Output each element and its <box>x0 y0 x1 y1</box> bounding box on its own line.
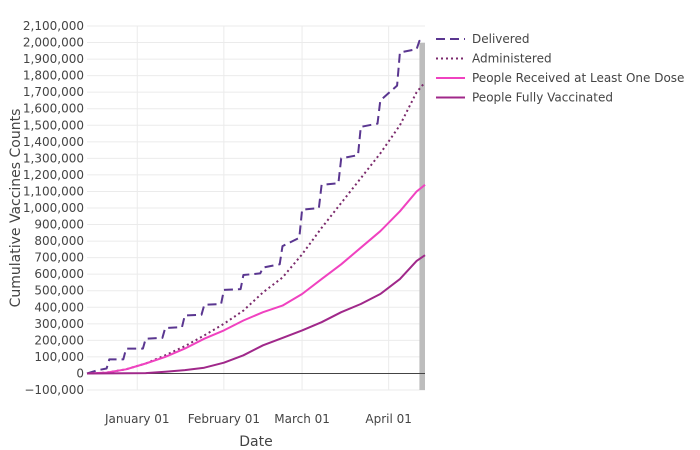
legend-item-label[interactable]: People Received at Least One Dose <box>472 71 684 85</box>
y-tick-label: 300,000 <box>34 317 84 331</box>
series-line-2 <box>86 81 426 375</box>
y-tick-label: 1,700,000 <box>23 85 84 99</box>
y-tick-label: −100,000 <box>24 383 84 397</box>
series-layer <box>86 39 426 375</box>
y-tick-label: 200,000 <box>34 333 84 347</box>
y-tick-label: 1,400,000 <box>23 135 84 149</box>
y-tick-label: 2,000,000 <box>23 36 84 50</box>
legend-item-label[interactable]: Delivered <box>472 32 529 46</box>
y-tick-label: 1,100,000 <box>23 184 84 198</box>
legend-item-label[interactable]: People Fully Vaccinated <box>472 91 613 105</box>
y-tick-label: 1,800,000 <box>23 69 84 83</box>
series-line-3 <box>86 184 426 375</box>
y-tick-label: 400,000 <box>34 300 84 314</box>
y-tick-label: 700,000 <box>34 251 84 265</box>
shaded-region-layer <box>419 43 425 390</box>
y-axis-title: Cumulative Vaccines Counts <box>8 109 24 308</box>
y-tick-label: 1,200,000 <box>23 168 84 182</box>
series-line-4 <box>86 254 426 375</box>
y-tick-label: 500,000 <box>34 284 84 298</box>
y-tick-label: 1,600,000 <box>23 102 84 116</box>
legend[interactable]: Delivered Administered People Received at … <box>436 32 684 105</box>
y-tick-label: 600,000 <box>34 267 84 281</box>
grid <box>87 25 425 391</box>
y-tick-label: 1,000,000 <box>23 201 84 215</box>
axes: −100,000 0 100,000 200,000 300,000 400,000 500… <box>23 19 425 426</box>
x-axis-title: Date <box>239 434 272 450</box>
y-tick-label: 1,500,000 <box>23 118 84 132</box>
shaded-region <box>419 43 425 390</box>
x-tick-label: January 01 <box>104 412 170 426</box>
x-tick-label: March 01 <box>274 412 330 426</box>
y-tick-label: 800,000 <box>34 234 84 248</box>
y-tick-label: 2,100,000 <box>23 19 84 33</box>
series-line-1 <box>86 39 425 375</box>
legend-item-label[interactable]: Administered <box>472 52 552 66</box>
x-tick-label: February 01 <box>188 412 260 426</box>
y-tick-label: 1,300,000 <box>23 151 84 165</box>
y-tick-label: 0 <box>76 366 84 380</box>
y-tick-label: 1,900,000 <box>23 52 84 66</box>
y-tick-label: 900,000 <box>34 218 84 232</box>
x-tick-label: April 01 <box>365 412 412 426</box>
y-tick-label: 100,000 <box>34 350 84 364</box>
